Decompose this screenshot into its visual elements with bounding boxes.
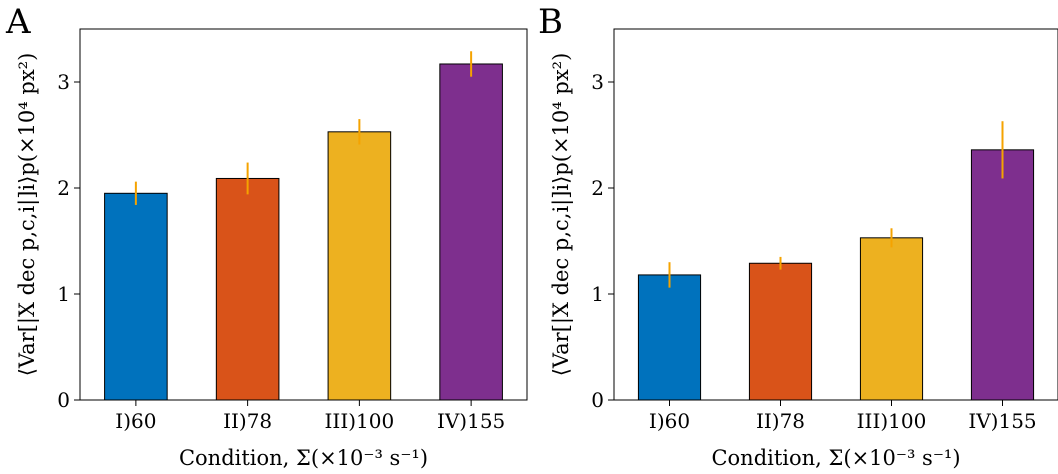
- y-tick-label: 3: [57, 70, 70, 94]
- x-tick-label: II)78: [223, 409, 272, 433]
- y-tick-label: 0: [57, 388, 70, 412]
- bar-2: [748, 262, 813, 401]
- y-tick-label: 3: [591, 70, 604, 94]
- plot-frame: [79, 28, 528, 401]
- y-axis-label: ⟨Var[|X dec p,c,i|]i⟩p(×10⁴ px²): [549, 53, 574, 377]
- x-axis-label: Condition, Σ(×10⁻³ s⁻¹): [711, 446, 960, 470]
- x-tick-label: III)100: [325, 409, 395, 433]
- x-tick-label: I)60: [649, 409, 690, 433]
- bar-3: [327, 131, 392, 401]
- panel-letter: A: [5, 2, 31, 42]
- y-tick-label: 2: [57, 176, 70, 200]
- x-axis-label: Condition, Σ(×10⁻³ s⁻¹): [179, 446, 428, 470]
- bar-3: [859, 237, 924, 401]
- panel-letter: B: [538, 2, 563, 42]
- x-tick-label: II)78: [756, 409, 805, 433]
- y-tick-label: 2: [591, 176, 604, 200]
- y-tick-label: 1: [57, 282, 70, 306]
- bar-1: [637, 274, 702, 401]
- y-tick-label: 0: [591, 388, 604, 412]
- x-tick-label: III)100: [857, 409, 927, 433]
- bar-4: [970, 149, 1035, 401]
- y-axis-label: ⟨Var[|X dec p,c,i|]i⟩p(×10⁴ px²): [15, 53, 40, 377]
- bar-4: [439, 63, 503, 401]
- x-tick-label: IV)155: [437, 409, 505, 433]
- panel-a: A 0 1 2 3 I)60 II)78 III)100 IV)155 Condition, Σ(…: [5, 2, 528, 470]
- panel-b: B 0 1 2 3 I)60 II)78 III)100 IV)155 Condition, Σ(…: [538, 2, 1058, 470]
- y-tick-label: 1: [591, 282, 604, 306]
- plot-frame: [613, 28, 1058, 401]
- x-tick-label: IV)155: [968, 409, 1036, 433]
- x-tick-label: I)60: [115, 409, 156, 433]
- bar-2: [215, 177, 280, 401]
- bar-1: [104, 192, 168, 401]
